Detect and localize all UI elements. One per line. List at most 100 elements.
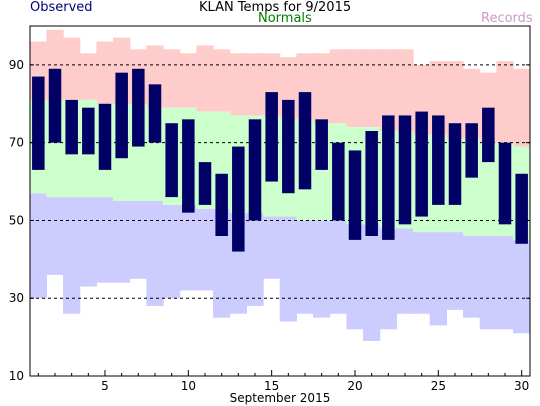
observed-bar-day-28 [482, 107, 495, 163]
axis-layer: 10 30 50 70 90 5 10 15 20 25 30 [9, 58, 530, 393]
observed-bar-day-18 [315, 119, 328, 170]
record-high-band-day-11 [196, 45, 214, 112]
record-high-band-day-9 [163, 49, 181, 108]
x-tick-label-15: 15 [264, 379, 279, 393]
observed-bar-day-21 [365, 131, 378, 236]
observed-layer [32, 68, 528, 252]
observed-bar-day-26 [448, 123, 462, 205]
record-low-band-day-2 [46, 197, 64, 275]
record-high-band-day-3 [63, 37, 81, 100]
record-low-band-day-24 [413, 232, 431, 314]
observed-bar-day-12 [215, 173, 228, 236]
observed-bar-day-24 [415, 111, 428, 217]
record-low-band-day-3 [63, 197, 81, 314]
record-low-band-day-6 [113, 201, 131, 283]
observed-bar-day-2 [48, 68, 62, 143]
observed-bar-day-30 [515, 173, 528, 244]
observed-bar-day-11 [198, 162, 212, 205]
record-low-band-day-29 [496, 236, 514, 330]
record-high-band-day-13 [229, 53, 247, 116]
observed-bar-day-6 [115, 72, 128, 159]
record-high-band-day-14 [246, 53, 264, 116]
observed-bar-day-8 [148, 84, 162, 143]
observed-bar-day-27 [465, 123, 478, 178]
record-high-band-day-22 [379, 49, 397, 131]
observed-bar-day-7 [132, 68, 145, 147]
record-low-band-day-19 [329, 220, 347, 314]
record-low-band-day-8 [146, 201, 164, 306]
observed-bar-day-22 [382, 115, 395, 240]
record-low-band-day-26 [446, 232, 464, 310]
observed-bar-day-15 [265, 92, 278, 182]
observed-bar-day-16 [282, 99, 295, 194]
record-high-band-day-23 [396, 49, 414, 131]
record-low-band-day-11 [196, 208, 214, 291]
observed-bar-day-14 [248, 119, 262, 221]
observed-bar-day-10 [182, 119, 195, 213]
observed-bar-day-4 [82, 107, 95, 155]
record-high-band-day-26 [446, 61, 464, 139]
record-low-band-day-16 [279, 216, 297, 322]
observed-bar-day-5 [98, 103, 112, 170]
normal-band-day-28 [479, 142, 497, 236]
chart-title: KLAN Temps for 9/2015 [199, 0, 352, 15]
grid-layer [30, 64, 530, 299]
x-tick-label-25: 25 [431, 379, 446, 393]
record-low-band-day-30 [513, 239, 531, 334]
x-tick-label-10: 10 [181, 379, 196, 393]
observed-bar-day-17 [298, 92, 312, 190]
observed-bar-day-25 [432, 115, 445, 205]
y-tick-label-10: 10 [9, 369, 24, 383]
record-low-band-day-17 [296, 220, 314, 314]
observed-bar-day-29 [498, 142, 512, 225]
y-tick-label-90: 90 [9, 58, 24, 72]
y-tick-label-30: 30 [9, 291, 24, 305]
observed-bar-day-3 [65, 99, 78, 155]
record-high-band-day-21 [363, 49, 381, 128]
y-tick-label-50: 50 [9, 213, 24, 227]
record-low-band-day-5 [96, 197, 114, 283]
x-tick-label-20: 20 [347, 379, 362, 393]
record-low-band-day-4 [79, 197, 97, 287]
record-low-band-day-1 [29, 193, 47, 299]
record-low-band-day-20 [346, 224, 364, 330]
record-low-band-day-22 [379, 228, 397, 330]
record-low-band-day-12 [213, 208, 231, 318]
record-high-band-day-27 [463, 68, 481, 139]
legend-records: Records [481, 11, 533, 26]
legend-observed: Observed [30, 0, 93, 15]
record-low-band-day-7 [129, 201, 147, 279]
x-tick-label-30: 30 [514, 379, 529, 393]
x-axis-label: September 2015 [230, 391, 331, 405]
record-low-band-day-18 [313, 220, 331, 318]
record-high-band-day-20 [346, 49, 364, 128]
record-low-band-day-15 [263, 216, 281, 279]
record-low-band-day-14 [246, 212, 264, 306]
observed-bar-day-13 [232, 146, 245, 252]
y-tick-label-70: 70 [9, 136, 24, 150]
record-high-band-day-5 [96, 41, 114, 104]
x-tick-label-5: 5 [101, 379, 109, 393]
record-low-band-day-27 [463, 236, 481, 318]
record-high-band-day-29 [496, 61, 514, 143]
record-low-band-day-25 [429, 232, 447, 326]
record-low-band-day-23 [396, 228, 414, 314]
record-low-band-day-9 [163, 204, 181, 299]
record-high-band-day-4 [79, 53, 97, 100]
observed-bar-day-1 [32, 76, 45, 170]
record-low-band-day-21 [363, 224, 381, 341]
record-low-band-day-10 [179, 204, 197, 291]
record-low-band-day-28 [479, 236, 497, 330]
observed-bar-day-19 [332, 142, 345, 221]
observed-bar-day-20 [348, 150, 362, 240]
observed-bar-day-9 [165, 123, 178, 198]
record-high-band-day-19 [329, 49, 347, 124]
record-high-band-day-10 [179, 53, 197, 108]
legend-normals: Normals [258, 11, 312, 26]
record-high-band-day-30 [513, 68, 531, 147]
plot-frame [29, 25, 531, 377]
record-high-band-day-18 [313, 53, 331, 124]
record-high-band-day-12 [213, 49, 231, 112]
observed-bar-day-23 [398, 115, 412, 225]
